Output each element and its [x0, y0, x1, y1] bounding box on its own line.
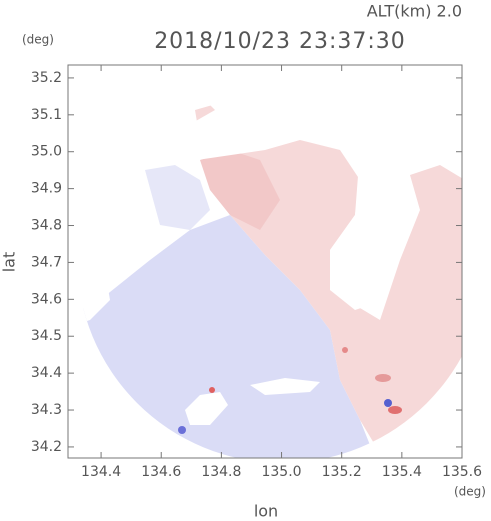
x-tick-label: 134.4 [81, 464, 121, 480]
y-tick-label: 34.8 [31, 218, 62, 234]
x-unit: (deg) [454, 485, 486, 499]
y-tick-label: 34.6 [31, 291, 62, 307]
title: 2018/10/23 23:37:30 [154, 29, 406, 54]
y-axis-label: lat [0, 252, 19, 273]
y-tick-label: 34.5 [31, 328, 62, 344]
subtitle: ALT(km) 2.0 [367, 2, 462, 21]
echo-spot [388, 406, 402, 414]
velocity-pink-strong [200, 150, 280, 230]
echo-spot [178, 426, 186, 434]
echo-spot [384, 399, 392, 407]
echo-gap [77, 240, 110, 330]
echo-gap [185, 392, 228, 425]
echo-gap [250, 378, 320, 395]
y-tick-label: 35.2 [31, 70, 62, 86]
echo-spot [342, 347, 348, 353]
echo-spot [375, 374, 391, 382]
y-tick-label: 34.3 [31, 402, 62, 418]
echo-spot [209, 387, 215, 393]
velocity-blue-light [145, 165, 210, 230]
y-tick-label: 34.4 [31, 365, 62, 381]
radar-field [77, 65, 462, 458]
y-tick-label: 35.0 [31, 144, 62, 160]
echo-gap [77, 65, 462, 310]
y-tick-label: 34.7 [31, 254, 62, 270]
y-tick-label: 35.1 [31, 107, 62, 123]
x-tick-label: 135.4 [382, 464, 422, 480]
plot-frame [67, 64, 463, 459]
x-tick-label: 134.8 [201, 464, 241, 480]
x-tick-label: 135.6 [442, 464, 482, 480]
y-tick-label: 34.2 [31, 439, 62, 455]
x-tick-label: 134.6 [141, 464, 181, 480]
y-tick-label: 34.9 [31, 181, 62, 197]
x-axis-label: lon [254, 502, 278, 521]
x-tick-label: 135.2 [322, 464, 362, 480]
y-unit: (deg) [22, 33, 54, 47]
x-tick-label: 135.0 [261, 464, 301, 480]
